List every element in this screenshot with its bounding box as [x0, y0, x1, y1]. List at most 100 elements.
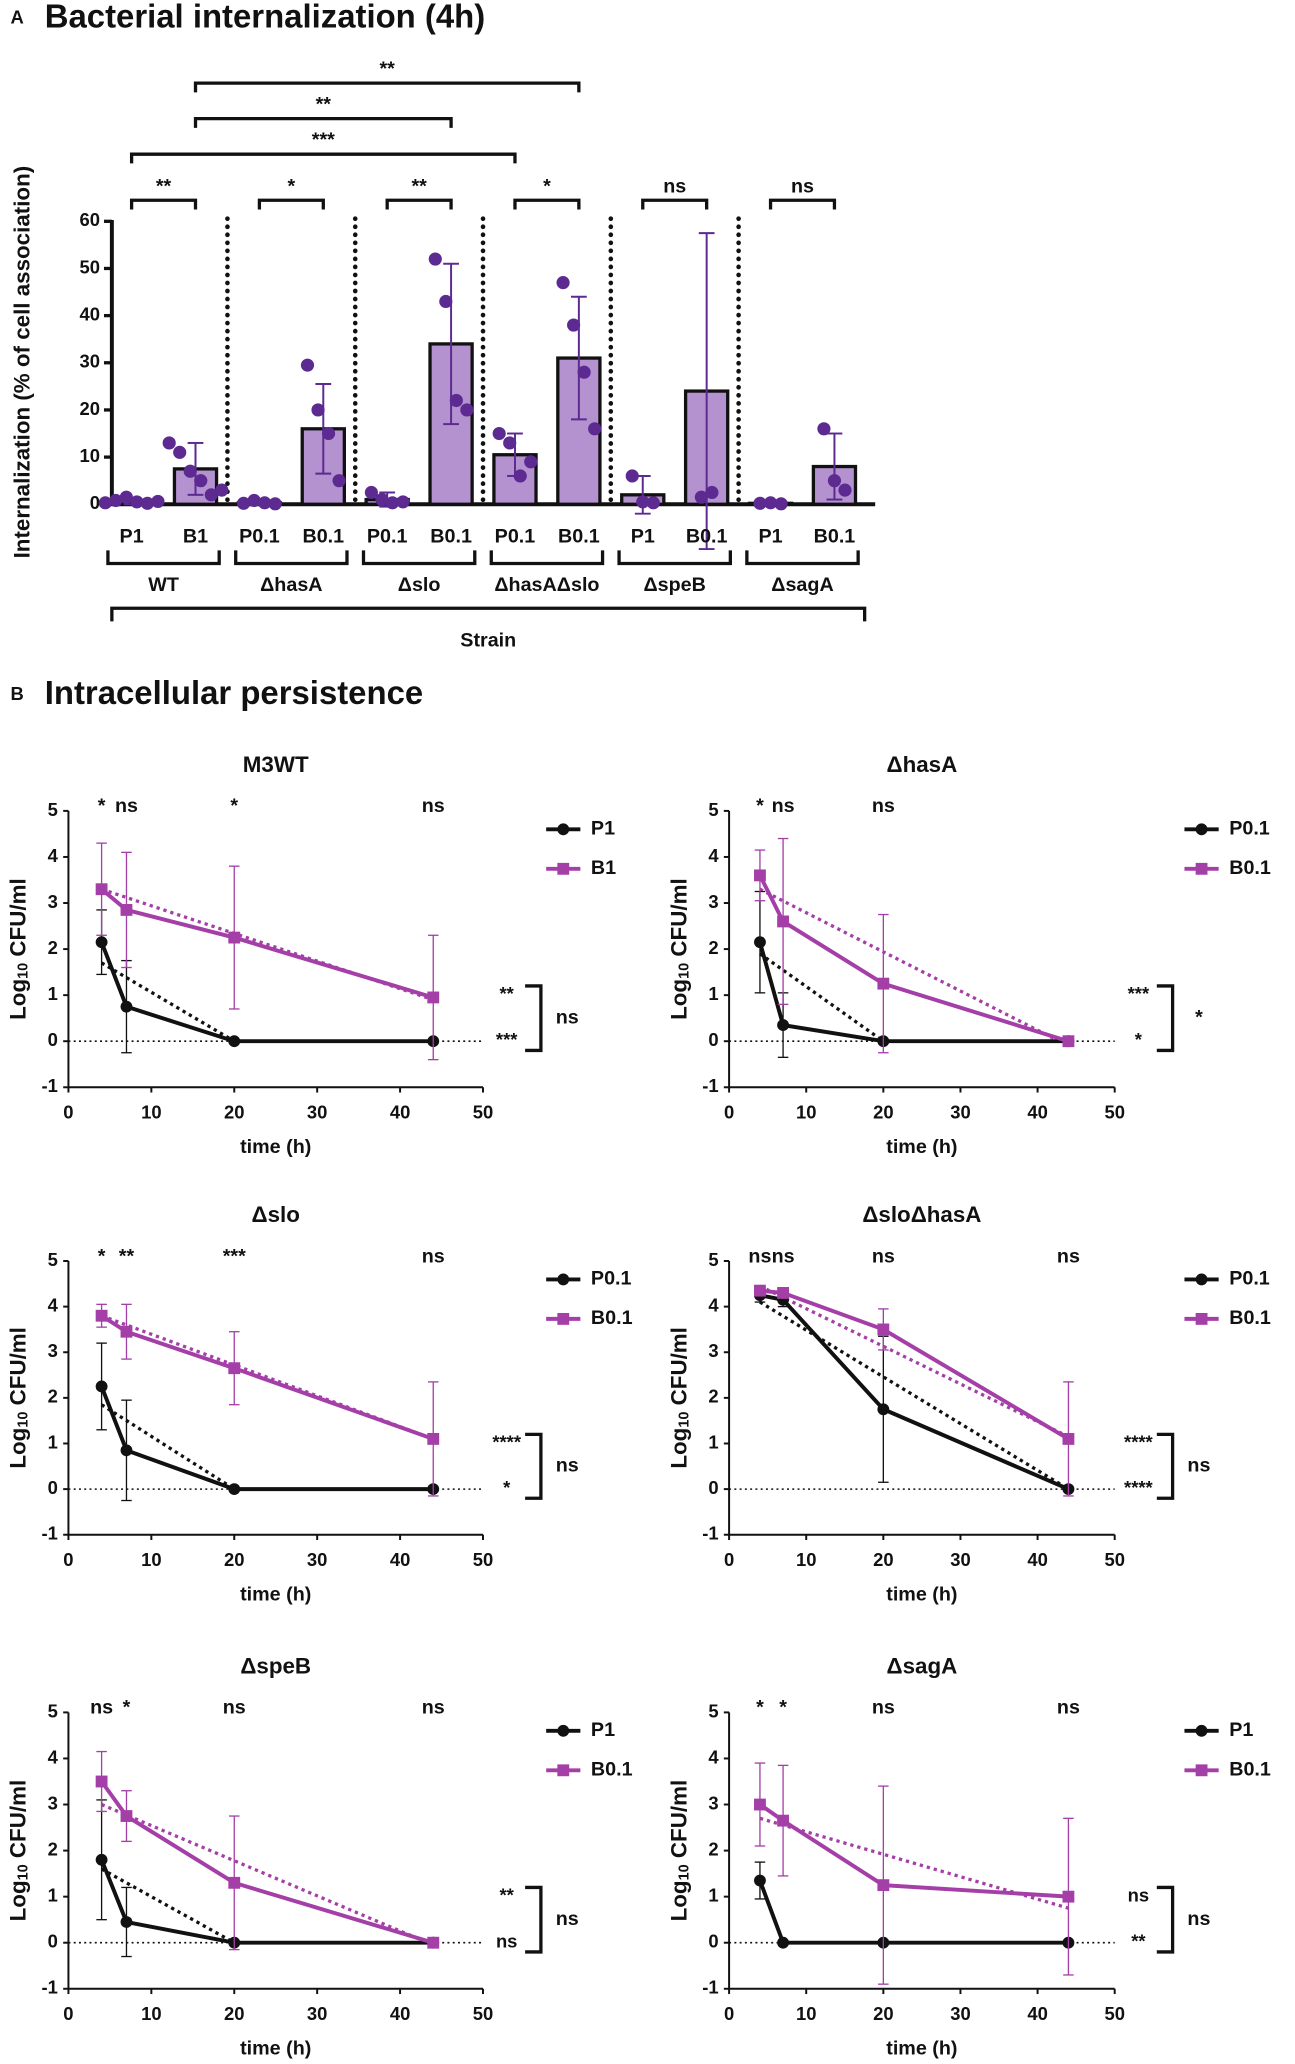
fit-line — [759, 1816, 1069, 1910]
legend-label: P0.1 — [591, 1268, 632, 1290]
data-point — [754, 869, 766, 882]
y-tick-label: 1 — [48, 1885, 58, 1906]
y-tick-label: 30 — [80, 351, 100, 372]
series-line — [758, 941, 1069, 1044]
y-tick-label: 0 — [48, 1931, 58, 1952]
data-point — [777, 1019, 790, 1032]
y-tick-label: 0 — [708, 1477, 718, 1498]
x-tick-label: 10 — [141, 1549, 161, 1570]
y-tick-label: 5 — [48, 799, 58, 820]
group-bracket — [234, 550, 349, 566]
x-tick-label: 30 — [307, 2003, 327, 2024]
significance-label: * — [98, 795, 106, 817]
y-axis-label-part: CFU/ml — [666, 878, 691, 962]
error-bar — [570, 295, 587, 421]
y-axis-label-part: CFU/ml — [6, 878, 31, 962]
y-tick-label: -1 — [42, 1523, 58, 1544]
y-axis-label-part: Log — [6, 1428, 31, 1469]
data-point — [204, 488, 218, 502]
x-tick-label: B0.1 — [814, 525, 856, 547]
y-tick-label: 5 — [708, 799, 718, 820]
y-axis-label: Internalization (% of cell association) — [10, 166, 35, 559]
fit-line — [759, 887, 1070, 1048]
y-tick-label: -1 — [702, 1075, 718, 1096]
x-tick-label: 10 — [796, 1101, 816, 1122]
legend-label: B0.1 — [1229, 857, 1271, 879]
x-axis-label: Strain — [460, 629, 516, 651]
y-tick-label: 4 — [48, 1294, 59, 1315]
chart-title: Δslo — [252, 1202, 300, 1227]
x-axis-label: time (h) — [240, 1583, 311, 1605]
data-point — [95, 1309, 108, 1322]
series-line — [759, 1293, 1070, 1491]
y-axis-label-part: 10 — [676, 1412, 692, 1428]
data-point — [503, 436, 517, 450]
data-point — [646, 496, 660, 510]
data-point — [95, 1775, 108, 1788]
data-point — [120, 1810, 133, 1822]
legend-marker — [1195, 1312, 1208, 1325]
y-tick-label: -1 — [42, 1977, 58, 1998]
group-bracket — [489, 550, 605, 566]
x-tick-label: 0 — [63, 1101, 73, 1122]
y-tick-label: 2 — [48, 1838, 58, 1859]
x-tick-label: 50 — [473, 2003, 493, 2024]
y-tick-label: 4 — [708, 1746, 719, 1767]
data-point — [427, 1936, 440, 1949]
end-label: * — [1135, 1029, 1143, 1050]
y-tick-label: -1 — [702, 1977, 718, 1998]
data-point — [567, 318, 581, 332]
data-point — [258, 496, 272, 510]
data-point — [524, 455, 538, 469]
y-tick-label: 1 — [48, 983, 58, 1004]
legend-label: P1 — [1229, 1719, 1253, 1741]
chart-title: ΔhasA — [887, 752, 958, 777]
data-point — [705, 485, 719, 500]
group-label: ΔhasAΔslo — [494, 574, 599, 596]
x-tick-label: 40 — [1027, 2003, 1047, 2024]
y-axis-label: Log10 CFU/ml — [6, 1780, 32, 1922]
x-tick-label: 50 — [1104, 1101, 1124, 1122]
end-label: ** — [500, 983, 515, 1004]
error-bar — [826, 432, 843, 501]
comparison-label: ns — [791, 175, 814, 197]
data-point — [120, 904, 133, 916]
data-point — [109, 493, 123, 508]
data-point — [173, 445, 187, 459]
data-point — [140, 496, 154, 510]
fit-line — [759, 1300, 1070, 1491]
significance-label: ns — [772, 1245, 795, 1267]
series-line — [100, 887, 434, 1000]
x-axis-label: time (h) — [886, 1583, 957, 1605]
y-tick-label: 2 — [708, 1838, 718, 1859]
comparison-label: ns — [663, 175, 686, 197]
data-point — [754, 1798, 766, 1811]
series-line — [758, 874, 1070, 1044]
data-point — [636, 495, 650, 509]
y-axis-label: Log10 CFU/ml — [666, 1327, 692, 1469]
legend-marker — [1195, 823, 1208, 836]
significance-label: * — [98, 1245, 106, 1267]
y-tick-label: 0 — [708, 1931, 718, 1952]
data-point — [439, 294, 453, 309]
chart-title: M3WT — [243, 752, 309, 777]
x-tick-label: 50 — [1104, 1549, 1124, 1570]
x-tick-label: 30 — [307, 1549, 327, 1570]
legend-marker — [1195, 862, 1208, 875]
x-tick-label: 30 — [950, 1101, 970, 1122]
y-tick-label: 10 — [80, 445, 100, 466]
end-label: * — [503, 1477, 511, 1498]
legend-marker — [1195, 1273, 1208, 1286]
data-point — [763, 496, 778, 510]
x-tick-label: 0 — [724, 1101, 734, 1122]
x-tick-label: 30 — [950, 2003, 970, 2024]
legend-marker — [557, 1724, 570, 1737]
end-label: ns — [496, 1931, 517, 1952]
series-line — [759, 1288, 1070, 1441]
x-tick-label: B0.1 — [302, 525, 344, 547]
data-point — [321, 426, 336, 441]
data-point — [247, 493, 261, 508]
legend-label: P0.1 — [1229, 1268, 1270, 1290]
x-axis-label: time (h) — [886, 2038, 957, 2060]
